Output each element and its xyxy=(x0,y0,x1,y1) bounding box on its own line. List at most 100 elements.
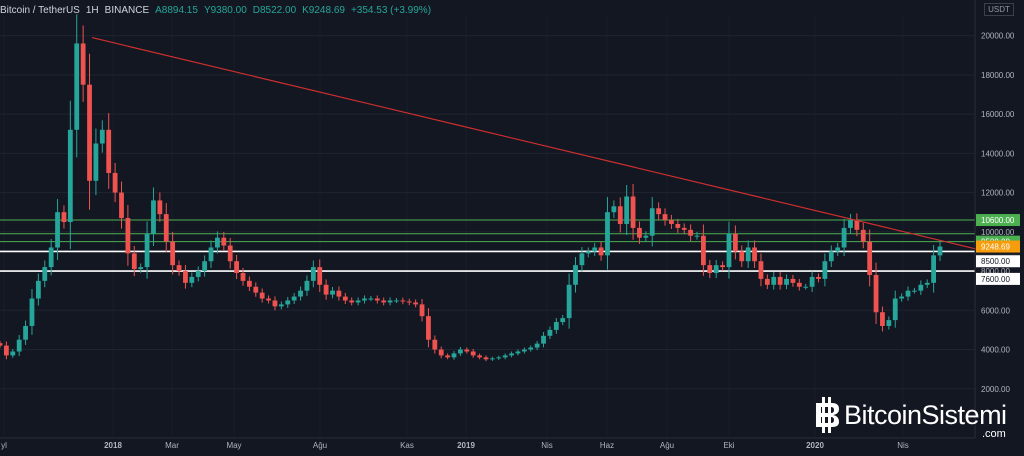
candle-body xyxy=(163,214,169,242)
price-axis[interactable]: 2000.00 4000.00 6000.00 8000.00 10000.00 1200… xyxy=(981,32,1015,394)
candle-body xyxy=(381,300,387,303)
candle-body xyxy=(285,300,291,305)
candle-body xyxy=(336,290,342,297)
y-tick-label: 12000.00 xyxy=(981,189,1015,198)
candle-body xyxy=(579,253,585,266)
candle-body xyxy=(477,355,482,358)
candle-body xyxy=(304,280,310,291)
candle-body xyxy=(707,265,713,274)
candle-body xyxy=(918,284,924,291)
candle-body xyxy=(170,241,176,266)
x-tick-label: Haz xyxy=(600,441,614,450)
candle-body xyxy=(701,235,706,266)
close-value: K9248.69 xyxy=(302,4,345,16)
time-axis[interactable]: yl 2018 Mar May Ağu Kas 2019 Nis Haz Ağu Eki 2020 Ni… xyxy=(1,441,909,450)
low-value: D8522.00 xyxy=(252,4,297,16)
x-tick-label: 2019 xyxy=(457,441,475,450)
x-tick-label: Nis xyxy=(541,441,553,450)
candle-body xyxy=(880,312,885,326)
candle-body xyxy=(144,233,150,268)
candle-body xyxy=(752,247,757,262)
candle-body xyxy=(777,276,783,285)
candle-body xyxy=(291,296,297,301)
candle-body xyxy=(35,280,41,299)
candle-body xyxy=(509,353,514,356)
candle-body xyxy=(643,235,649,238)
candle-body xyxy=(573,265,578,285)
candle-body xyxy=(745,247,751,262)
candle-body xyxy=(637,227,642,238)
candle-body xyxy=(605,212,610,256)
candle-body xyxy=(10,351,16,356)
candle-body xyxy=(131,253,137,270)
candle-body xyxy=(688,229,694,236)
candle-body xyxy=(413,302,419,305)
candle-body xyxy=(611,206,617,213)
price-tag-white xyxy=(976,255,1020,268)
candle-body xyxy=(406,301,412,303)
candle-body xyxy=(438,349,444,356)
candle-body xyxy=(330,290,335,295)
trendline[interactable] xyxy=(91,36,979,251)
candle-body xyxy=(521,349,527,352)
candle-body xyxy=(860,229,866,242)
currency-badge[interactable]: USDT xyxy=(984,3,1014,16)
price-tag-label: 8500.00 xyxy=(981,257,1010,266)
candle-body xyxy=(183,271,188,283)
candle-body xyxy=(355,300,361,303)
candle-body xyxy=(598,247,604,256)
candle-body xyxy=(937,246,943,256)
candle-body xyxy=(374,298,380,301)
candle-body xyxy=(560,318,566,323)
candle-body xyxy=(726,233,732,268)
candle-body xyxy=(681,227,687,230)
candle-body xyxy=(764,278,770,285)
candle-body xyxy=(189,276,195,283)
candle-body xyxy=(310,267,316,281)
candle-body xyxy=(394,300,399,302)
candle-body xyxy=(99,129,105,144)
candle-body xyxy=(771,276,777,285)
candle-body xyxy=(176,265,182,272)
candle-body xyxy=(528,347,534,350)
interval-label[interactable]: 1H xyxy=(85,4,99,16)
candle-body xyxy=(157,200,163,215)
x-tick-label: Ağu xyxy=(660,441,674,450)
exchange-label: BINANCE xyxy=(104,4,150,16)
candle-body xyxy=(483,357,489,360)
candle-body xyxy=(758,261,764,279)
candle-body xyxy=(649,208,655,236)
candle-body xyxy=(349,300,355,303)
candles xyxy=(0,14,943,362)
candle-body xyxy=(368,298,374,300)
x-tick-label: Nis xyxy=(897,441,909,450)
y-tick-label: 2000.00 xyxy=(981,385,1010,394)
candle-body xyxy=(502,355,508,358)
candle-body xyxy=(138,267,144,270)
candle-body xyxy=(61,212,67,222)
bitcoin-logo-icon xyxy=(816,397,839,433)
price-tag-white xyxy=(976,272,1020,285)
candle-body xyxy=(272,300,278,307)
y-tick-label: 16000.00 xyxy=(981,110,1015,119)
horizontal-levels xyxy=(0,219,975,272)
candle-body xyxy=(496,357,502,359)
candle-body xyxy=(445,355,451,358)
candle-body xyxy=(566,284,572,319)
candle-body xyxy=(905,290,911,297)
high-value: Y9380.00 xyxy=(203,4,247,16)
candle-body xyxy=(458,349,463,354)
symbol-name[interactable]: Bitcoin / TetherUS xyxy=(0,4,80,16)
x-tick-label: Eki xyxy=(723,441,734,450)
candle-body xyxy=(3,345,9,356)
candle-body xyxy=(208,247,214,262)
candle-body xyxy=(74,43,80,130)
price-tag-label: 9248.69 xyxy=(981,243,1010,252)
candle-body xyxy=(55,212,60,248)
candle-body xyxy=(323,284,329,295)
candle-body xyxy=(87,84,92,181)
candle-body xyxy=(342,296,348,301)
candle-body xyxy=(240,273,246,281)
candle-body xyxy=(42,267,48,281)
